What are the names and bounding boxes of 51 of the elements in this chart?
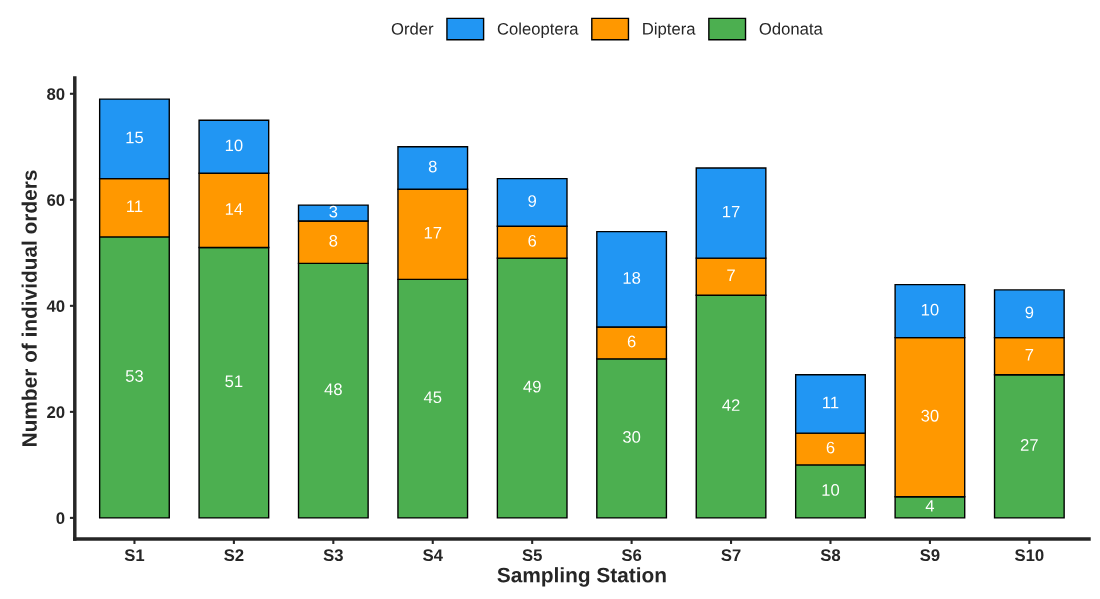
data-label: 51 <box>225 375 243 388</box>
data-label: 11 <box>823 396 839 409</box>
x-tick-label: S2 <box>224 549 244 562</box>
x-tick-label: S6 <box>621 549 642 562</box>
data-label: 9 <box>528 195 537 207</box>
data-label: 7 <box>1025 349 1034 361</box>
legend-label: Coleoptera <box>497 22 579 39</box>
data-label: 8 <box>329 234 338 247</box>
data-label: 49 <box>523 380 541 393</box>
data-label: 30 <box>921 409 939 422</box>
data-label: 10 <box>225 139 243 152</box>
data-label: 17 <box>723 205 740 218</box>
x-tick-label: S1 <box>124 549 145 562</box>
y-tick-label: 80 <box>47 88 65 100</box>
data-label: 27 <box>1020 439 1038 451</box>
data-label: 10 <box>921 303 939 316</box>
y-tick-label: 60 <box>47 194 65 207</box>
data-label: 7 <box>727 269 735 281</box>
x-tick-label: S5 <box>522 549 542 562</box>
data-label: 9 <box>1025 306 1034 319</box>
data-label: 42 <box>722 399 740 411</box>
data-label: 30 <box>622 431 641 443</box>
data-label: 17 <box>424 227 442 239</box>
x-tick-label: S7 <box>721 549 741 562</box>
data-label: 15 <box>126 131 144 144</box>
x-axis-title: Sampling Station <box>497 567 666 587</box>
y-tick-label: 20 <box>47 406 65 419</box>
data-label: 18 <box>623 272 641 284</box>
data-label: 45 <box>423 391 442 404</box>
legend-label: Odonata <box>759 22 823 35</box>
x-tick-label: S9 <box>920 549 940 562</box>
y-tick-label: 40 <box>46 300 65 313</box>
data-label: 3 <box>329 205 338 218</box>
data-label: 14 <box>225 203 243 215</box>
y-tick-label: 0 <box>56 512 65 525</box>
data-label: 6 <box>627 335 636 348</box>
data-label: 10 <box>822 484 840 496</box>
x-tick-label: S8 <box>820 549 841 562</box>
x-tick-label: S4 <box>423 549 443 562</box>
y-axis-title: Number of individual orders <box>21 170 37 446</box>
data-label: 6 <box>826 441 835 454</box>
data-label: 6 <box>528 234 537 247</box>
x-tick-label: S3 <box>323 549 343 562</box>
data-label: 4 <box>925 500 935 512</box>
legend-title: Order <box>391 22 434 35</box>
x-tick-label: S10 <box>1014 549 1044 562</box>
data-label: 11 <box>127 200 143 213</box>
legend-label: Diptera <box>643 22 696 39</box>
data-label: 53 <box>125 370 143 382</box>
data-label: 8 <box>428 160 437 173</box>
data-label: 48 <box>324 383 342 396</box>
